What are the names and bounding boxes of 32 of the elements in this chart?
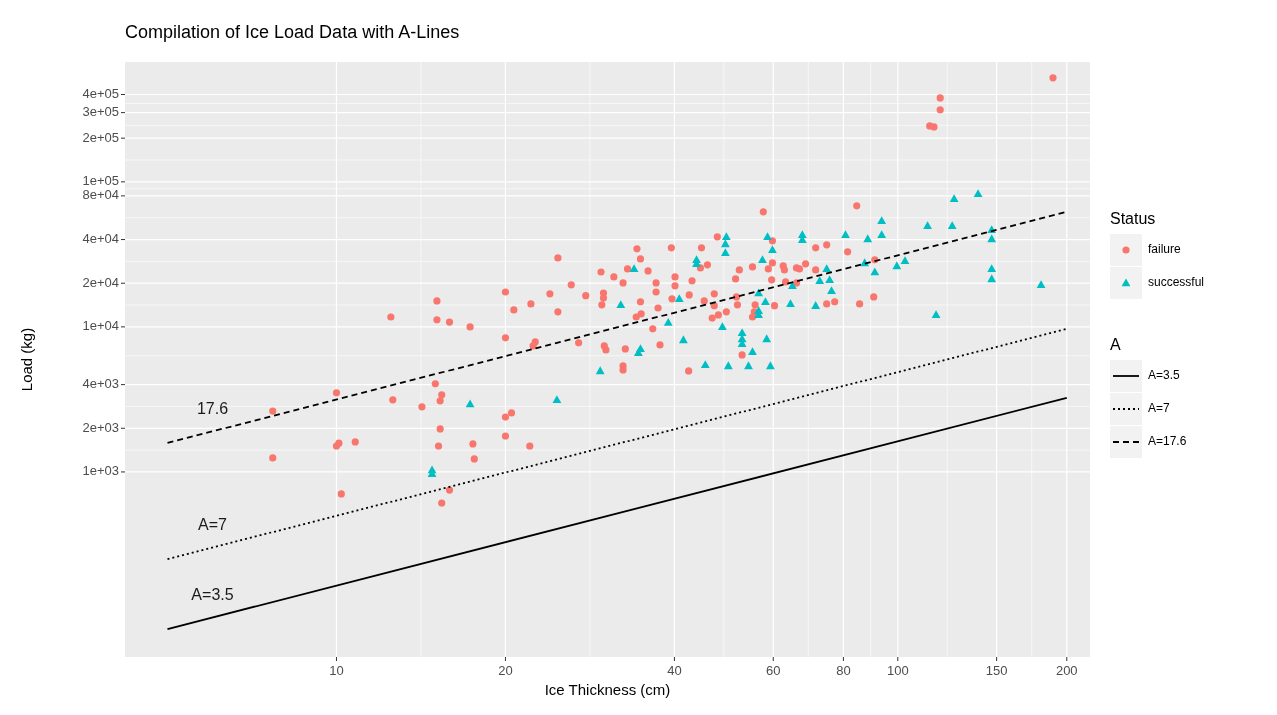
- y-tick-label: 2e+03: [82, 419, 119, 435]
- y-axis-title: Load (kg): [18, 327, 35, 392]
- x-tick-label: 10: [329, 663, 344, 678]
- x-tick-label: 200: [1055, 663, 1078, 678]
- annotation: 17.6: [196, 399, 229, 417]
- y-tick-label: 2e+04: [82, 274, 119, 290]
- legend-label: A=17.6: [1148, 434, 1187, 449]
- annotation: A=7: [198, 515, 228, 533]
- legend-label: failure: [1148, 242, 1182, 257]
- text: A: [1110, 336, 1121, 354]
- legend-label: successful: [1148, 275, 1205, 290]
- chart-title: Compilation of Ice Load Data with A-Lines: [125, 22, 460, 42]
- x-tick-label: 80: [836, 663, 851, 678]
- legend-label: A=7: [1148, 401, 1171, 416]
- x-tick-label: 60: [766, 663, 781, 678]
- x-tick-label: 150: [985, 663, 1008, 678]
- annotation: A=3.5: [191, 585, 234, 603]
- x-tick-label: 20: [498, 663, 513, 678]
- y-tick-label: 4e+05: [82, 85, 119, 101]
- y-tick-label: 1e+04: [82, 318, 119, 334]
- y-tick-label: 1e+05: [82, 173, 119, 189]
- y-tick-label: 3e+05: [82, 104, 119, 120]
- y-tick-label: 4e+03: [82, 376, 119, 392]
- x-tick-label: 40: [667, 663, 682, 678]
- y-tick-label: 1e+03: [82, 463, 119, 479]
- y-tick-label: 8e+04: [82, 187, 119, 203]
- x-tick-label: 100: [886, 663, 909, 678]
- x-axis-title: Ice Thickness (cm): [544, 681, 671, 698]
- y-tick-label: 2e+05: [82, 129, 119, 145]
- y-tick-label: 4e+04: [82, 230, 119, 246]
- text: Status: [1110, 210, 1156, 228]
- legend-label: A=3.5: [1148, 368, 1181, 383]
